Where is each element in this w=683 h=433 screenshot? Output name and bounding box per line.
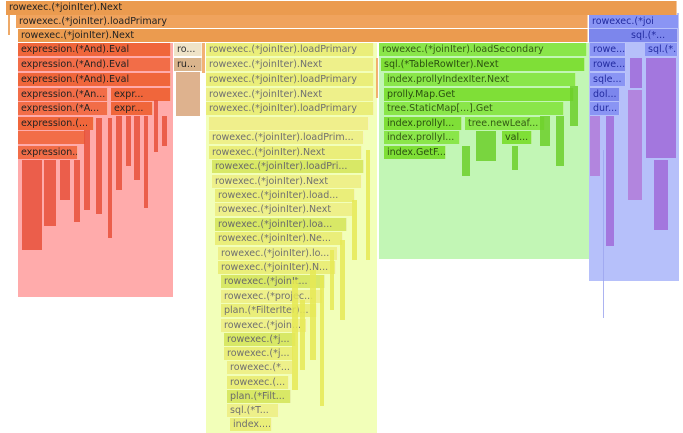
flame-frame-yellow-18[interactable]: rowexec.(*join... [221,319,307,332]
red-spike [154,100,158,152]
flame-frame-yellow-3[interactable]: rowexec.(*joinIter).Next [206,88,374,101]
flame-frame-yellow-6[interactable]: rowexec.(*joinIter).Next [209,146,362,159]
green-spike [556,116,564,166]
green-spike [570,86,578,126]
purple-stack [628,90,642,200]
flame-frame-index-prolly-a[interactable]: index.prollyI... [384,117,462,130]
flame-frame-blue-joiniter[interactable]: rowexec.(*joi [589,15,679,28]
red-spike [134,116,140,180]
red-spike [96,118,102,214]
flame-frame-yellow-7[interactable]: rowexec.(*joinIter).loadPri... [212,160,364,173]
flame-frame-yellow-11[interactable]: rowexec.(*joinIter).loa... [215,218,347,231]
flame-frame-ro[interactable]: ro... [174,43,202,56]
yellow-spike [340,240,345,320]
flame-frame-yellow-19[interactable]: rowexec.(*j... [224,333,296,346]
flame-frame-blue-rowe-0[interactable]: rowe... [590,43,626,56]
flame-frame-root[interactable]: rowexec.(*joinIter).Next [6,1,677,15]
flame-frame-blue-dur[interactable]: dur... [590,102,620,115]
green-spike [540,116,550,146]
flame-frame-yellow-12[interactable]: rowexec.(*joinIter).Ne... [215,232,343,245]
flame-frame-ru[interactable]: ru... [174,58,202,71]
flame-frame-yellow-14[interactable]: rowexec.(*joinIter).N... [218,261,336,274]
blue-thin-line [603,150,604,318]
flame-frame-table-row-iter[interactable]: sql.(*TableRowIter).Next [381,58,585,71]
red-spike [144,116,148,208]
flame-frame-static-map-get[interactable]: tree.StaticMap[...].Get [384,102,564,115]
flame-frame-join-next[interactable]: rowexec.(*joinIter).Next [18,29,588,42]
yellow-spike [352,200,357,260]
flame-frame-expr-5[interactable]: expression.(... [18,117,94,130]
flame-frame-yellow-16[interactable]: rowexec.(*projec... [221,290,323,303]
purple-stack [630,58,642,88]
red-spike [126,116,131,166]
green-spike [476,131,496,161]
yellow-spike [292,280,298,390]
flame-frame-expr-0[interactable]: expression.(*And).Eval [18,43,171,56]
red-spike [60,160,70,200]
flame-frame-blue-sql-1[interactable]: sql.(*... [645,43,678,56]
flame-frame-yellow-15[interactable]: rowexec.(*joinIt... [221,275,325,288]
red-spike [162,116,167,146]
yellow-spike [320,276,324,406]
flame-frame-yellow-22[interactable]: rowexec.(... [227,376,289,389]
flame-frame-tree-new-leaf[interactable]: tree.newLeaf... [465,117,545,130]
flame-frame-yellow-0[interactable]: rowexec.(*joinIter).loadPrimary [206,43,374,56]
tan-stack [176,72,200,116]
flame-frame-expr-6[interactable]: expression... [18,146,78,159]
yellow-spike [300,300,305,370]
red-spike [44,160,56,226]
flame-frame-load-secondary[interactable]: rowexec.(*joinIter).loadSecondary [379,43,587,56]
red-spike [74,160,80,222]
flame-frame-yellow-1[interactable]: rowexec.(*joinIter).Next [206,58,374,71]
flame-frame-yellow-2[interactable]: rowexec.(*joinIter).loadPrimary [206,73,374,86]
flame-frame-prolly-index-iter[interactable]: index.prollyIndexIter.Next [384,73,576,86]
flame-frame-yellow-4[interactable]: rowexec.(*joinIter).loadPrimary [206,102,374,115]
yellow-spike [310,270,316,360]
red-spike [22,160,42,250]
orange-sliver [202,43,205,73]
flame-frame-yellow-8[interactable]: rowexec.(*joinIter).Next [212,175,362,188]
purple-stack [646,58,676,158]
red-spike [116,116,122,190]
yellow-spike [330,250,334,310]
yellow-spike [366,150,370,260]
flame-frame-yellow-21[interactable]: rowexec.(*... [227,361,293,374]
flame-frame-yellow-5b[interactable] [209,117,369,130]
flame-frame-yellow-23[interactable]: plan.(*Filt... [227,390,291,403]
flame-frame-index-prolly-b[interactable]: index.prollyI... [384,131,460,144]
flame-frame-expr-4[interactable]: expression.(*A... [18,102,108,115]
purple-stack [606,116,614,246]
purple-stack [590,116,600,176]
green-spike [462,146,470,176]
flame-frame-blue-sql-0[interactable]: sql.(*... [628,29,678,42]
flame-frame-blue-dol[interactable]: dol... [590,88,620,101]
flame-frame-yellow-10[interactable]: rowexec.(*joinIter).Next [215,203,353,216]
flame-frame-expr-1[interactable]: expression.(*And).Eval [18,58,171,71]
flame-frame-yellow-20[interactable]: rowexec.(*j... [224,347,294,360]
flame-frame-expr-3[interactable]: expression.(*An... [18,88,108,101]
flame-frame-yellow-9[interactable]: rowexec.(*joinIter).load... [215,189,355,202]
orange-sliver [376,58,378,98]
flame-frame-load-primary[interactable]: rowexec.(*joinIter).loadPrimary [16,15,588,28]
flame-frame-expr-small-1[interactable]: expr... [111,102,153,115]
red-spike [84,130,90,210]
green-spike [512,146,518,170]
flame-frame-expr-5b[interactable] [18,131,86,144]
flame-frame-yellow-5[interactable]: rowexec.(*joinIter).loadPrim... [209,131,364,144]
orange-sliver [8,15,10,35]
flame-frame-expr-small-0[interactable]: expr... [111,88,171,101]
flame-frame-expr-2[interactable]: expression.(*And).Eval [18,73,171,86]
red-spike [108,118,112,238]
flame-frame-yellow-24[interactable]: sql.(*T... [227,404,279,417]
flame-frame-index-getf[interactable]: index.GetF... [384,146,446,159]
flame-frame-blue-rowe-1[interactable]: rowe... [590,58,626,71]
flame-frame-yellow-13[interactable]: rowexec.(*joinIter).lo... [218,247,338,260]
flame-frame-prolly-map-get[interactable]: prolly.Map.Get [384,88,574,101]
flame-frame-yellow-25[interactable]: index.... [230,418,272,431]
flame-frame-val[interactable]: val... [502,131,532,144]
purple-stack [654,160,668,230]
flame-frame-blue-sqle[interactable]: sqle... [590,73,626,86]
